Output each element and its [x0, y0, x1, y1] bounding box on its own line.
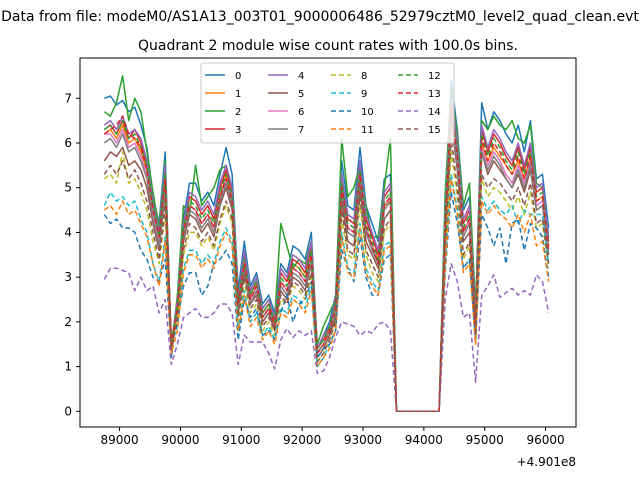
legend-label-13: 13: [428, 89, 441, 100]
figure-suptitle: Data from file: modeM0/AS1A13_003T01_900…: [1, 9, 639, 25]
legend-label-0: 0: [235, 71, 241, 82]
series-line-13: [103, 106, 550, 413]
legend-label-10: 10: [361, 107, 374, 118]
y-tick-label: 1: [64, 360, 72, 374]
legend-label-15: 15: [428, 125, 441, 136]
legend-label-14: 14: [428, 107, 441, 118]
x-tick-label: 89000: [100, 433, 138, 447]
chart-title: Quadrant 2 module wise count rates with …: [138, 38, 518, 54]
x-offset-label: +4.901e8: [517, 455, 576, 469]
y-tick-label: 2: [64, 315, 72, 329]
series-line-8: [103, 151, 550, 413]
legend-label-7: 7: [298, 125, 304, 136]
legend-label-2: 2: [235, 107, 241, 118]
y-tick-label: 0: [64, 404, 72, 418]
x-tick-label: 91000: [222, 433, 260, 447]
series-line-10: [103, 191, 550, 413]
series-line-15: [103, 137, 550, 413]
axes-frame: [79, 57, 577, 428]
y-tick-label: 3: [64, 270, 72, 284]
series-line-14: [103, 262, 550, 413]
x-tick-label: 93000: [344, 433, 382, 447]
x-tick-label: 95000: [466, 433, 504, 447]
legend-frame: [200, 62, 455, 144]
y-tick-label: 5: [64, 181, 72, 195]
legend-label-5: 5: [298, 89, 304, 100]
legend-label-4: 4: [298, 71, 304, 82]
legend-label-12: 12: [428, 71, 441, 82]
legend-label-8: 8: [361, 71, 367, 82]
ticks-layer: 89000 90000 91000 92000 93000 94000 95000 96000…: [64, 91, 564, 447]
x-tick-label: 96000: [526, 433, 564, 447]
y-tick-label: 6: [64, 136, 72, 150]
series-line-7: [103, 110, 550, 413]
x-tick-label: 94000: [405, 433, 443, 447]
legend-label-3: 3: [235, 125, 241, 136]
legend-label-11: 11: [361, 125, 374, 136]
x-tick-label: 90000: [161, 433, 199, 447]
legend-label-6: 6: [298, 107, 304, 118]
series-line-9: [103, 173, 550, 413]
y-tick-label: 4: [64, 225, 72, 239]
legend-label-9: 9: [361, 89, 367, 100]
y-tick-label: 7: [64, 91, 72, 105]
x-tick-label: 92000: [283, 433, 321, 447]
legend-label-1: 1: [235, 89, 241, 100]
series-layer: [103, 75, 550, 413]
